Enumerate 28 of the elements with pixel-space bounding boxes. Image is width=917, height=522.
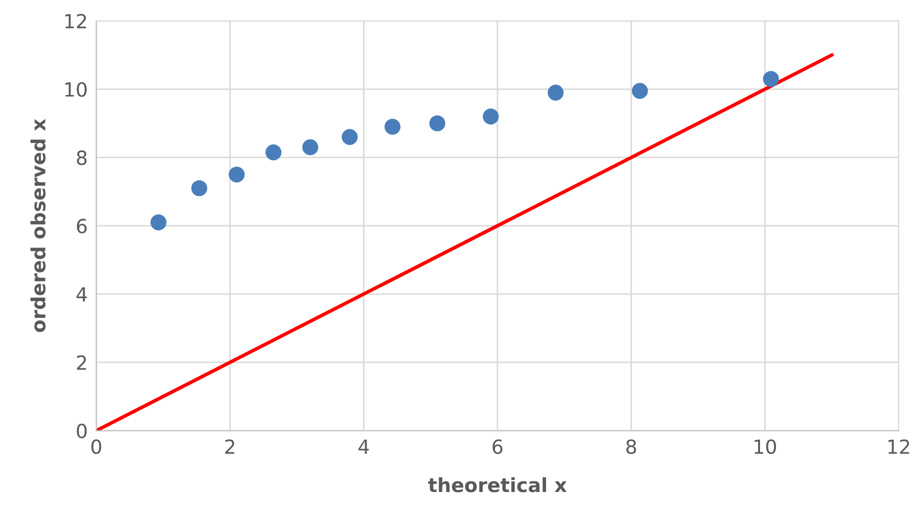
- point: [384, 118, 400, 135]
- point: [762, 70, 779, 87]
- x-tick-label: 12: [888, 439, 910, 454]
- y-tick-label: 10: [65, 82, 87, 97]
- x-tick-label: 8: [626, 439, 636, 454]
- x-axis-title: theoretical x: [428, 477, 567, 492]
- point: [191, 180, 208, 196]
- point: [150, 214, 166, 230]
- y-tick-label: 6: [76, 218, 87, 234]
- point: [228, 166, 245, 183]
- x-tick-label: 0: [91, 439, 102, 454]
- y-axis-title: ordered observed x: [30, 118, 46, 332]
- point: [429, 115, 446, 132]
- x-tick-label: 4: [358, 440, 369, 454]
- y-tick-label: 0: [76, 424, 87, 438]
- x-tick-label: 10: [754, 439, 776, 454]
- y-tick-label: 4: [76, 287, 87, 302]
- point: [632, 82, 648, 99]
- y-tick-label: 8: [76, 150, 87, 166]
- point: [266, 144, 282, 160]
- x-tick-label: 6: [492, 439, 502, 454]
- y-tick-label: 2: [77, 355, 86, 370]
- y-tick-label: 12: [65, 14, 86, 28]
- point: [302, 139, 318, 156]
- point: [482, 108, 499, 124]
- x-tick-label: 2: [225, 439, 234, 454]
- point: [342, 129, 358, 145]
- point: [548, 84, 564, 101]
